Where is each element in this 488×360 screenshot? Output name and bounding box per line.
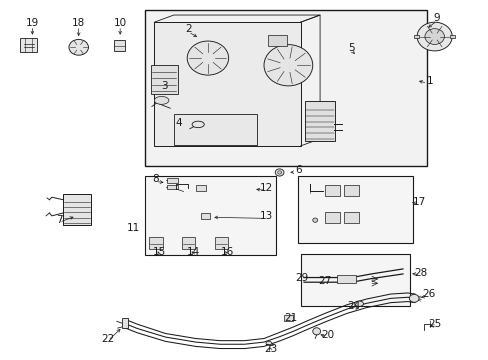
Text: 7: 7 xyxy=(56,215,62,225)
Text: 21: 21 xyxy=(284,313,297,323)
Text: 1: 1 xyxy=(426,76,432,86)
Bar xyxy=(325,212,339,223)
Text: 23: 23 xyxy=(264,344,277,354)
Text: 15: 15 xyxy=(152,247,165,257)
Ellipse shape xyxy=(277,171,281,174)
Text: 17: 17 xyxy=(411,197,425,207)
Bar xyxy=(63,194,91,225)
Ellipse shape xyxy=(264,45,312,86)
Text: 3: 3 xyxy=(161,81,167,91)
Text: 13: 13 xyxy=(259,211,272,221)
Text: 9: 9 xyxy=(433,13,440,23)
Ellipse shape xyxy=(416,22,451,51)
Ellipse shape xyxy=(424,29,444,44)
Bar xyxy=(298,176,412,243)
Ellipse shape xyxy=(187,41,228,75)
Bar xyxy=(181,237,195,249)
Bar xyxy=(122,318,128,328)
Bar xyxy=(20,38,37,51)
Bar xyxy=(284,315,293,320)
Text: 18: 18 xyxy=(72,18,85,28)
Text: 6: 6 xyxy=(294,165,301,175)
Text: 8: 8 xyxy=(152,174,159,184)
Bar xyxy=(151,65,177,94)
Bar xyxy=(144,176,276,255)
Ellipse shape xyxy=(312,218,317,222)
Text: 4: 4 xyxy=(175,118,182,128)
Text: 26: 26 xyxy=(421,289,434,299)
Bar xyxy=(173,114,256,145)
Bar xyxy=(167,178,178,183)
Text: 25: 25 xyxy=(427,319,440,329)
Bar xyxy=(449,35,454,39)
Text: 29: 29 xyxy=(294,273,307,283)
Bar xyxy=(325,185,339,196)
Bar xyxy=(413,35,418,39)
Text: 27: 27 xyxy=(318,276,331,286)
Bar xyxy=(305,101,334,140)
Ellipse shape xyxy=(275,169,284,176)
Bar xyxy=(344,212,358,223)
Ellipse shape xyxy=(265,341,271,345)
Ellipse shape xyxy=(354,301,363,306)
Bar xyxy=(144,10,427,166)
Bar xyxy=(149,237,162,249)
Ellipse shape xyxy=(154,96,168,104)
Ellipse shape xyxy=(192,121,204,128)
Text: 19: 19 xyxy=(26,18,39,28)
Bar xyxy=(336,275,355,283)
Text: 10: 10 xyxy=(113,18,126,28)
Ellipse shape xyxy=(312,328,320,335)
Bar xyxy=(200,213,210,220)
Text: 28: 28 xyxy=(413,267,427,278)
Ellipse shape xyxy=(408,294,418,302)
Text: 24: 24 xyxy=(347,301,360,311)
Text: 12: 12 xyxy=(259,183,272,193)
Bar xyxy=(154,22,300,146)
Text: 22: 22 xyxy=(101,333,114,343)
Bar xyxy=(167,185,178,189)
Text: 5: 5 xyxy=(348,43,354,53)
Bar xyxy=(300,253,409,306)
Text: 14: 14 xyxy=(186,247,200,257)
Ellipse shape xyxy=(69,40,88,55)
Bar xyxy=(214,237,228,249)
Text: 16: 16 xyxy=(221,247,234,257)
Text: 20: 20 xyxy=(320,330,333,340)
Bar xyxy=(195,185,206,191)
Text: 2: 2 xyxy=(185,24,191,35)
Bar xyxy=(114,40,124,51)
Text: 11: 11 xyxy=(126,224,140,233)
Bar xyxy=(267,35,287,45)
Bar xyxy=(344,185,358,196)
